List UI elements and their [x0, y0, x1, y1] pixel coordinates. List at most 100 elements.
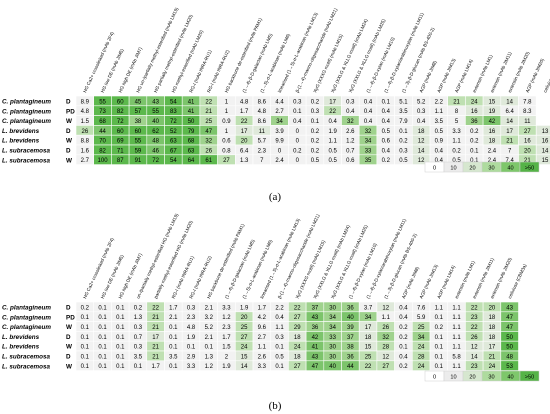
cell-value: 21 [453, 99, 460, 105]
cell-value: 9.6 [258, 325, 267, 331]
cell-value: 0.2 [134, 305, 143, 311]
cell-value: 61 [205, 158, 212, 164]
cell-value: 0.1 [311, 119, 320, 125]
cell-value: 5 [455, 119, 459, 125]
cell-value: 42 [312, 335, 319, 341]
cell-value: 21 [152, 354, 159, 360]
cell-value: 1.1 [452, 364, 461, 370]
heatmap-b: HG Ca2+ crosslinked (mAb 2F4)HG low DE (… [2, 212, 528, 412]
cell-value: 4.8 [240, 99, 249, 105]
cell-value: 4.8 [258, 109, 267, 115]
cell-value: 3.3 [258, 364, 267, 370]
cell-value: 18 [489, 335, 496, 341]
cell-value: 0.3 [275, 335, 284, 341]
heatmap-cell [535, 115, 550, 126]
cell-value: 17 [241, 129, 248, 135]
row-condition-label: D [66, 148, 71, 155]
cell-value: 0.1 [116, 345, 125, 351]
column-header: (1→3)-β-D-glucan (mAb BS-400-2) [401, 26, 436, 93]
cell-value: 1.2 [205, 364, 214, 370]
cell-value: 21 [152, 345, 159, 351]
cell-value: 0.5 [452, 158, 461, 164]
cell-value: 18 [294, 354, 301, 360]
column-header: (1→3)-β-D-glucan (mAb BS-400-2) [383, 232, 418, 299]
cell-value: 0.4 [364, 109, 373, 115]
cell-value: 32 [205, 139, 212, 145]
cell-value: 2.1 [169, 315, 178, 321]
cell-value: 4.2 [258, 315, 267, 321]
cell-value: 23 [471, 315, 478, 321]
row-condition-label: W [66, 324, 72, 331]
row-species-label: L. brevidens [2, 334, 40, 341]
cell-value: 1.9 [222, 364, 231, 370]
cell-value: 0.6 [346, 158, 355, 164]
cell-value: 5.9 [417, 315, 426, 321]
cell-value: 1.1 [382, 315, 391, 321]
cell-value: 34 [329, 325, 336, 331]
cell-value: 0.2 [435, 325, 444, 331]
cell-value: 21 [524, 158, 531, 164]
cell-value: 1.9 [187, 335, 196, 341]
cell-value: 2.4 [488, 148, 497, 154]
cell-value: 0 [296, 139, 300, 145]
cell-value: 0.6 [222, 139, 231, 145]
cell-value: 43 [312, 315, 319, 321]
cell-value: 24 [241, 345, 248, 351]
cell-value: 4.8 [81, 109, 90, 115]
cell-value: 91 [135, 158, 142, 164]
legend-label: 40 [507, 166, 513, 172]
cell-value: 43 [506, 305, 513, 311]
cell-value: 0.1 [275, 345, 284, 351]
cell-value: 41 [188, 109, 195, 115]
cell-value: 0.1 [382, 99, 391, 105]
cell-value: 3.7 [364, 305, 373, 311]
cell-value: 18 [365, 335, 372, 341]
cell-value: 60 [135, 129, 142, 135]
cell-value: 27 [241, 335, 248, 341]
cell-value: 30 [329, 354, 336, 360]
cell-value: 15 [365, 345, 372, 351]
cell-value: 0.4 [328, 119, 337, 125]
cell-value: 1 [225, 129, 229, 135]
row-species-label: L. subracemosa [2, 363, 50, 370]
cell-value: 23 [471, 364, 478, 370]
cell-value: 44 [347, 364, 354, 370]
cell-value: 0.3 [311, 109, 320, 115]
cell-value: 0.5 [328, 148, 337, 154]
cell-value: 27 [382, 364, 389, 370]
cell-value: 0.2 [311, 148, 320, 154]
cell-value: 0.1 [435, 335, 444, 341]
cell-value: 22 [294, 305, 301, 311]
cell-value: 0.2 [399, 139, 408, 145]
column-header: HG Ca2+ crosslinked (mAb 2F4) [82, 31, 115, 94]
cell-value: 0.1 [470, 148, 479, 154]
legend-label: 30 [488, 166, 494, 172]
legend-label: 10 [450, 166, 456, 172]
cell-value: 33 [365, 148, 372, 154]
row-species-label: C. plantagineum [2, 324, 51, 331]
cell-value: 5.7 [258, 139, 267, 145]
row-condition-label: D [66, 305, 71, 312]
column-header: AGP (mAb LM14) [436, 264, 456, 299]
cell-value: 2.2 [275, 305, 284, 311]
cell-value: 11 [259, 129, 266, 135]
cell-value: 0 [296, 158, 300, 164]
cell-value: 42 [489, 119, 496, 125]
cell-value: 1.2 [346, 139, 355, 145]
legend-label: 40 [507, 375, 513, 381]
cell-value: 28 [418, 354, 425, 360]
cell-value: 14 [241, 364, 248, 370]
cell-value: 1.1 [328, 139, 337, 145]
row-condition-label: W [66, 363, 72, 370]
cell-value: 22 [241, 119, 248, 125]
column-header: AGP (mAb JIM8) [401, 265, 420, 299]
cell-value: 1.7 [222, 335, 231, 341]
cell-value: 26 [471, 335, 478, 341]
cell-value: 0.1 [470, 158, 479, 164]
cell-value: 1.3 [134, 315, 143, 321]
cell-value: 20 [489, 305, 496, 311]
cell-value: 45 [135, 99, 142, 105]
cell-value: 33 [329, 335, 336, 341]
cell-value: 0.5 [328, 158, 337, 164]
